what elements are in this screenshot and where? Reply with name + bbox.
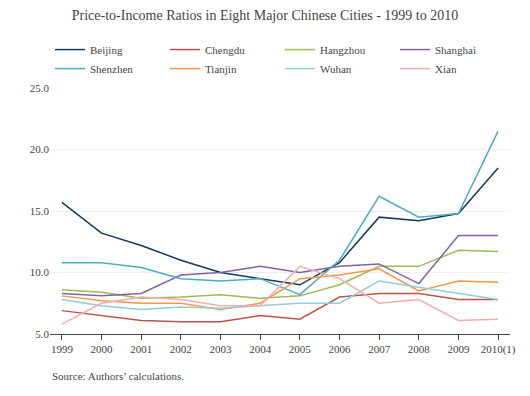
svg-text:2010(1): 2010(1) [481,343,516,356]
svg-text:Chengdu: Chengdu [205,44,245,56]
svg-text:2000: 2000 [91,343,114,355]
svg-text:2009: 2009 [447,343,470,355]
svg-text:2005: 2005 [289,343,312,355]
svg-text:2004: 2004 [249,343,272,355]
svg-text:5.0: 5.0 [35,328,49,340]
svg-text:Hangzhou: Hangzhou [320,44,366,56]
svg-text:Shenzhen: Shenzhen [90,63,133,75]
svg-text:Source: Authors’ calculations.: Source: Authors’ calculations. [52,370,184,382]
svg-text:2008: 2008 [408,343,431,355]
svg-text:Price-to-Income Ratios in Eigh: Price-to-Income Ratios in Eight Major Ch… [72,8,459,23]
svg-text:2007: 2007 [368,343,391,355]
svg-text:2002: 2002 [170,343,192,355]
svg-text:Xian: Xian [435,63,457,75]
svg-text:Tianjin: Tianjin [205,63,237,75]
svg-text:2003: 2003 [210,343,233,355]
svg-text:2006: 2006 [328,343,351,355]
svg-text:20.0: 20.0 [30,143,50,155]
svg-text:1999: 1999 [51,343,74,355]
svg-text:25.0: 25.0 [30,82,50,94]
svg-text:Wuhan: Wuhan [320,63,352,75]
svg-text:10.0: 10.0 [30,266,50,278]
svg-text:Beijing: Beijing [90,44,123,56]
svg-text:Shanghai: Shanghai [435,44,476,56]
svg-text:15.0: 15.0 [30,205,50,217]
svg-text:2001: 2001 [130,343,152,355]
